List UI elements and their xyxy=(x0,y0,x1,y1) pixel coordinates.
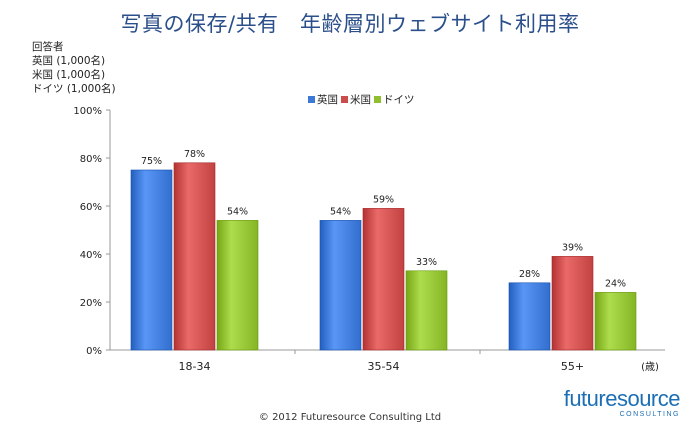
legend-label-ドイツ: ドイツ xyxy=(383,94,415,106)
bar-ドイツ-35-54 xyxy=(405,270,448,351)
bar-英国-18-34 xyxy=(130,169,173,351)
data-label: 54% xyxy=(227,206,248,217)
plot-area: 0% 20% 40% 60% 80% 100% 75% 78% 54% 18-34 54% 59% 33… xyxy=(73,106,665,373)
data-label: 33% xyxy=(416,257,437,268)
x-axis-label: (歳) xyxy=(641,361,659,373)
bar-米国-55+ xyxy=(551,256,594,351)
x-tick-label: 18-34 xyxy=(179,360,211,373)
respondents-note: 回答者 英国 (1,000名) 米国 (1,000名) ドイツ (1,000名) xyxy=(32,40,116,96)
logo-subtitle: CONSULTING xyxy=(619,411,680,418)
bar-米国-35-54 xyxy=(362,208,405,351)
logo-wordmark: futuresource xyxy=(563,386,681,411)
respondents-heading: 回答者 xyxy=(32,41,64,53)
y-tick-label: 0% xyxy=(86,346,102,357)
x-tick-label: 55+ xyxy=(561,360,584,373)
legend: 英国 米国 ドイツ xyxy=(308,93,415,106)
data-label: 75% xyxy=(141,156,162,167)
x-tick-label: 35-54 xyxy=(368,360,400,373)
y-tick-label: 40% xyxy=(80,250,102,261)
futuresource-logo: futuresource CONSULTING xyxy=(563,386,681,419)
bar-米国-18-34 xyxy=(173,162,216,351)
legend-swatch-英国 xyxy=(308,96,315,103)
respondents-line-de: ドイツ (1,000名) xyxy=(32,83,116,95)
data-label: 78% xyxy=(184,149,205,160)
bar-英国-35-54 xyxy=(319,220,362,351)
y-tick-label: 20% xyxy=(80,298,102,309)
legend-swatch-ドイツ xyxy=(374,96,381,103)
data-label: 24% xyxy=(605,278,626,289)
bar-ドイツ-18-34 xyxy=(216,220,259,351)
respondents-line-us: 米国 (1,000名) xyxy=(32,69,106,81)
legend-swatch-米国 xyxy=(341,96,348,103)
legend-label-米国: 米国 xyxy=(350,93,371,106)
data-label: 59% xyxy=(373,194,394,205)
y-tick-label: 80% xyxy=(80,154,102,165)
data-label: 28% xyxy=(519,269,540,280)
y-tick-label: 60% xyxy=(80,202,102,213)
y-tick-label: 100% xyxy=(73,106,102,117)
respondents-line-uk: 英国 (1,000名) xyxy=(32,55,106,67)
legend-label-英国: 英国 xyxy=(317,93,338,106)
data-label: 39% xyxy=(562,242,583,253)
copyright-footer: © 2012 Futuresource Consulting Ltd xyxy=(258,412,442,423)
chart-title: 写真の保存/共有 年齢層別ウェブサイト利用率 xyxy=(120,12,580,36)
bar-ドイツ-55+ xyxy=(594,292,637,351)
data-label: 54% xyxy=(330,206,351,217)
bar-英国-55+ xyxy=(508,282,551,351)
